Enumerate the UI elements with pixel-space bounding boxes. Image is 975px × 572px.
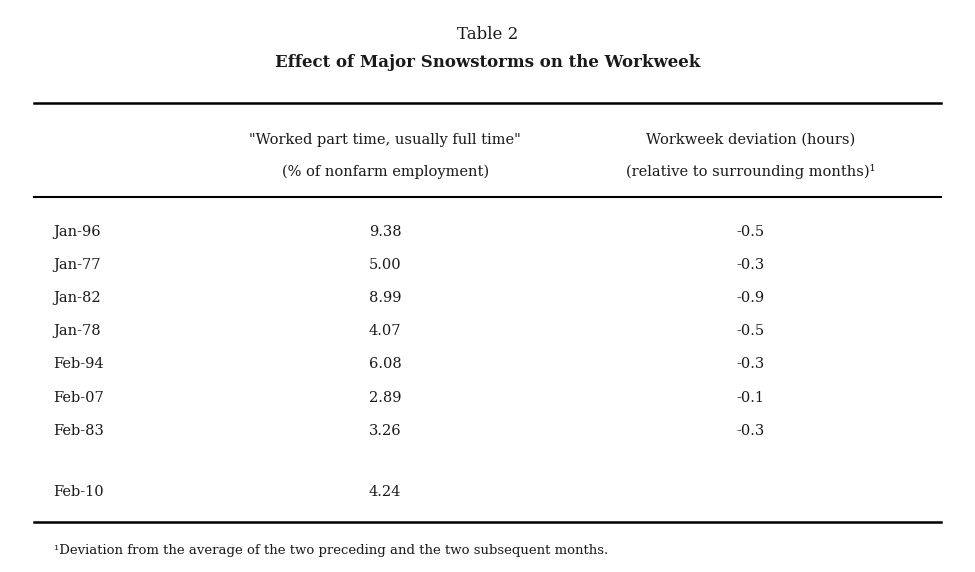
Text: 6.08: 6.08 xyxy=(369,358,402,371)
Text: 3.26: 3.26 xyxy=(369,424,402,438)
Text: Table 2: Table 2 xyxy=(457,26,518,43)
Text: -0.3: -0.3 xyxy=(737,358,764,371)
Text: Jan-96: Jan-96 xyxy=(54,225,101,239)
Text: Jan-82: Jan-82 xyxy=(54,291,101,305)
Text: (relative to surrounding months)¹: (relative to surrounding months)¹ xyxy=(626,164,876,179)
Text: Feb-83: Feb-83 xyxy=(54,424,104,438)
Text: ¹Deviation from the average of the two preceding and the two subsequent months.: ¹Deviation from the average of the two p… xyxy=(54,544,607,557)
Text: Feb-10: Feb-10 xyxy=(54,486,104,499)
Text: -0.3: -0.3 xyxy=(737,424,764,438)
Text: 5.00: 5.00 xyxy=(369,258,402,272)
Text: 4.07: 4.07 xyxy=(369,324,402,338)
Text: 4.24: 4.24 xyxy=(369,486,402,499)
Text: 9.38: 9.38 xyxy=(369,225,402,239)
Text: Feb-94: Feb-94 xyxy=(54,358,104,371)
Text: 8.99: 8.99 xyxy=(369,291,402,305)
Text: -0.5: -0.5 xyxy=(737,324,764,338)
Text: Effect of Major Snowstorms on the Workweek: Effect of Major Snowstorms on the Workwe… xyxy=(275,54,700,72)
Text: Jan-77: Jan-77 xyxy=(54,258,101,272)
Text: Workweek deviation (hours): Workweek deviation (hours) xyxy=(646,133,855,147)
Text: 2.89: 2.89 xyxy=(369,391,402,404)
Text: -0.3: -0.3 xyxy=(737,258,764,272)
Text: "Worked part time, usually full time": "Worked part time, usually full time" xyxy=(250,133,521,147)
Text: Jan-78: Jan-78 xyxy=(54,324,101,338)
Text: (% of nonfarm employment): (% of nonfarm employment) xyxy=(282,164,488,179)
Text: Feb-07: Feb-07 xyxy=(54,391,104,404)
Text: -0.1: -0.1 xyxy=(737,391,764,404)
Text: -0.5: -0.5 xyxy=(737,225,764,239)
Text: -0.9: -0.9 xyxy=(737,291,764,305)
